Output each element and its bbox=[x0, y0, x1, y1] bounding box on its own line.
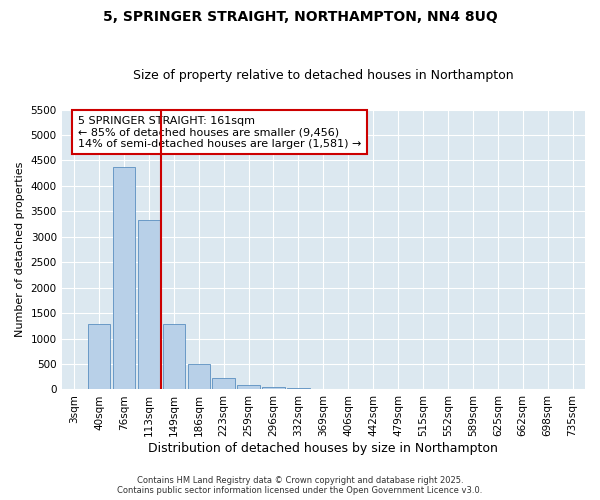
Text: Contains HM Land Registry data © Crown copyright and database right 2025.
Contai: Contains HM Land Registry data © Crown c… bbox=[118, 476, 482, 495]
Text: 5 SPRINGER STRAIGHT: 161sqm
← 85% of detached houses are smaller (9,456)
14% of : 5 SPRINGER STRAIGHT: 161sqm ← 85% of det… bbox=[78, 116, 361, 149]
Title: Size of property relative to detached houses in Northampton: Size of property relative to detached ho… bbox=[133, 69, 514, 82]
Bar bbox=[137, 220, 160, 390]
Bar bbox=[212, 378, 235, 390]
Bar bbox=[88, 324, 110, 390]
X-axis label: Distribution of detached houses by size in Northampton: Distribution of detached houses by size … bbox=[148, 442, 498, 455]
Bar bbox=[188, 364, 210, 390]
Bar bbox=[113, 166, 135, 390]
Text: 5, SPRINGER STRAIGHT, NORTHAMPTON, NN4 8UQ: 5, SPRINGER STRAIGHT, NORTHAMPTON, NN4 8… bbox=[103, 10, 497, 24]
Y-axis label: Number of detached properties: Number of detached properties bbox=[15, 162, 25, 337]
Bar bbox=[163, 324, 185, 390]
Bar bbox=[312, 388, 335, 390]
Bar bbox=[238, 385, 260, 390]
Bar bbox=[287, 388, 310, 390]
Bar bbox=[262, 387, 285, 390]
